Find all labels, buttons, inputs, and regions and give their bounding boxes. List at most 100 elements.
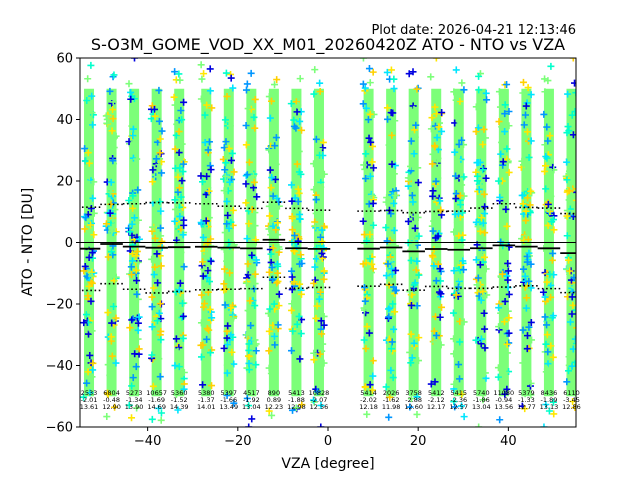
scatter-point bbox=[179, 334, 187, 342]
scatter-point bbox=[111, 403, 119, 411]
scatter-point bbox=[450, 398, 458, 406]
scatter-point bbox=[542, 185, 550, 193]
scatter-point bbox=[499, 158, 507, 166]
y-tick-label: 20 bbox=[56, 175, 73, 190]
x-tick-label: 40 bbox=[500, 434, 517, 449]
scatter-point bbox=[253, 193, 261, 201]
scatter-point bbox=[546, 132, 554, 140]
scatter-point bbox=[148, 102, 156, 110]
scatter-point bbox=[520, 265, 528, 273]
scatter-point bbox=[364, 116, 372, 124]
scatter-point bbox=[527, 284, 535, 292]
scatter-point bbox=[199, 178, 206, 186]
scatter-point bbox=[197, 95, 205, 103]
scatter-point bbox=[155, 117, 163, 125]
scatter-point bbox=[129, 374, 137, 382]
bin-std-label: 14.69 bbox=[147, 403, 166, 411]
scatter-point bbox=[314, 94, 322, 102]
plot-date: Plot date: 2026-04-21 12:13:46 bbox=[371, 23, 576, 38]
scatter-point bbox=[251, 280, 259, 288]
scatter-point bbox=[436, 197, 444, 205]
scatter-point bbox=[271, 288, 279, 296]
scatter-point bbox=[475, 72, 483, 80]
scatter-point bbox=[291, 231, 299, 239]
scatter-point bbox=[273, 194, 281, 202]
scatter-point bbox=[295, 147, 303, 155]
scatter-point bbox=[428, 252, 436, 260]
scatter-point bbox=[320, 359, 328, 367]
scatter-point bbox=[227, 218, 235, 226]
scatter-point bbox=[430, 338, 438, 346]
scatter-point bbox=[499, 270, 507, 278]
scatter-point bbox=[540, 110, 548, 118]
scatter-point bbox=[202, 249, 210, 257]
scatter-point bbox=[197, 319, 205, 327]
scatter-point bbox=[297, 290, 305, 298]
scatter-point bbox=[102, 220, 110, 228]
scatter-point bbox=[523, 332, 531, 340]
scatter-point bbox=[85, 330, 93, 338]
scatter-point bbox=[480, 190, 488, 198]
scatter-point bbox=[88, 327, 96, 335]
scatter-point bbox=[519, 200, 527, 208]
scatter-point bbox=[267, 369, 275, 377]
scatter-point bbox=[497, 309, 505, 317]
scatter-point bbox=[388, 160, 396, 168]
scatter-point bbox=[361, 306, 369, 314]
scatter-point bbox=[392, 266, 400, 274]
scatter-point bbox=[527, 91, 535, 99]
bin-count-label: 5273 bbox=[126, 389, 143, 397]
scatter-point bbox=[199, 233, 207, 241]
scatter-point bbox=[178, 177, 186, 185]
scatter-point bbox=[293, 108, 301, 116]
scatter-point bbox=[524, 194, 532, 202]
scatter-point bbox=[245, 402, 253, 410]
scatter-point bbox=[431, 378, 439, 386]
scatter-point bbox=[153, 250, 161, 258]
scatter-point bbox=[432, 331, 440, 339]
scatter-point bbox=[298, 401, 306, 409]
scatter-point bbox=[433, 222, 441, 230]
scatter-point bbox=[107, 248, 115, 256]
scatter-point bbox=[522, 102, 530, 110]
scatter-point bbox=[172, 131, 180, 139]
scatter-point bbox=[269, 244, 277, 252]
scatter-point bbox=[549, 216, 557, 224]
scatter-point bbox=[228, 149, 236, 157]
scatter-point bbox=[524, 236, 532, 244]
axis-ticks: −40 −20 0 20 40 −60 −40 −20 0 20 40 60 bbox=[46, 52, 517, 450]
scatter-point bbox=[565, 367, 573, 375]
scatter-point bbox=[407, 162, 415, 170]
scatter-point bbox=[410, 105, 418, 113]
x-tick-label: 20 bbox=[410, 434, 427, 449]
scatter-point bbox=[107, 333, 115, 341]
scatter-point bbox=[410, 240, 418, 248]
bin-stat-lines bbox=[80, 201, 576, 294]
scatter-point bbox=[547, 192, 555, 200]
scatter-point bbox=[151, 263, 159, 271]
scatter-point bbox=[415, 232, 423, 240]
scatter-point bbox=[406, 403, 414, 411]
scatter-point bbox=[148, 303, 156, 311]
scatter-point bbox=[200, 303, 208, 311]
scatter-point bbox=[171, 217, 179, 225]
scatter-point bbox=[134, 216, 142, 224]
scatter-point bbox=[199, 341, 207, 349]
scatter-point bbox=[172, 335, 180, 343]
scatter-point bbox=[460, 266, 468, 274]
scatter-point bbox=[176, 248, 184, 256]
scatter-point bbox=[566, 318, 574, 326]
scatter-point bbox=[434, 154, 442, 162]
bin-std-label: 12.98 bbox=[287, 403, 306, 411]
scatter-point bbox=[157, 242, 165, 250]
scatter-point bbox=[222, 171, 230, 179]
scatter-point bbox=[245, 366, 253, 374]
scatter-point bbox=[480, 309, 488, 317]
scatter-point bbox=[264, 309, 272, 317]
scatter-point bbox=[288, 347, 296, 355]
scatter-point bbox=[274, 262, 282, 270]
scatter-point bbox=[85, 253, 93, 261]
scatter-point bbox=[132, 363, 140, 371]
scatter-point bbox=[437, 290, 445, 298]
scatter-point bbox=[270, 332, 278, 340]
